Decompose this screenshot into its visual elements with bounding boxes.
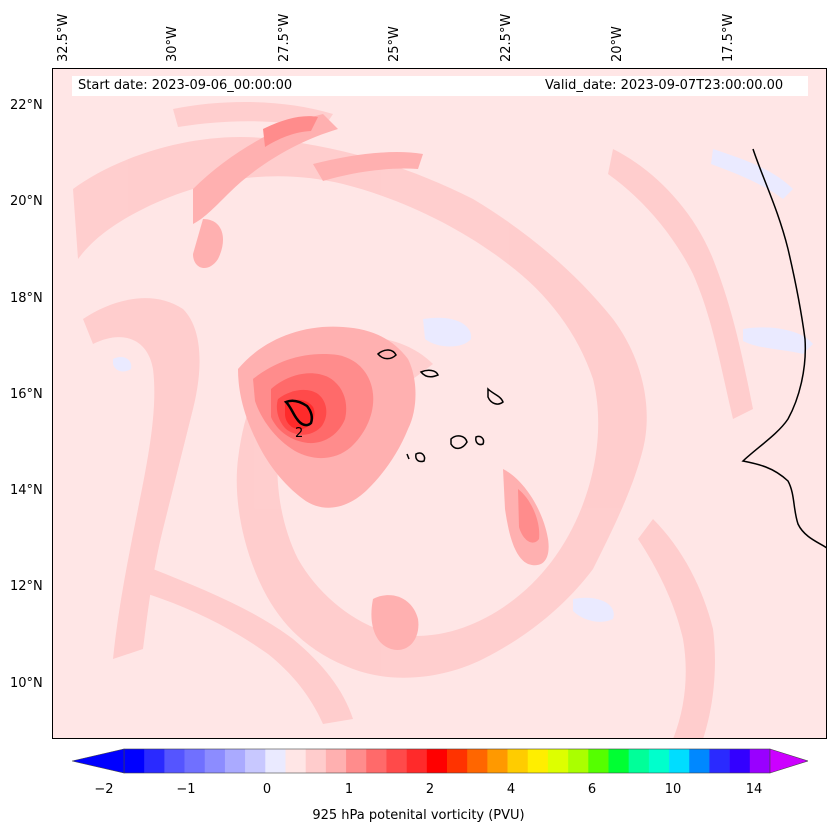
colorbar-max-arrow	[769, 748, 808, 774]
colorbar-cell	[608, 749, 629, 773]
lon-label-27-5w: 27.5°W	[277, 13, 292, 62]
colorbar-cell	[305, 749, 327, 773]
map-panel: 2	[52, 68, 827, 739]
colorbar-cell	[285, 749, 306, 773]
colorbar-cell	[588, 749, 609, 773]
colorbar-cell	[568, 749, 589, 773]
cb-tick: 4	[506, 782, 516, 797]
colorbar-cell	[447, 749, 468, 773]
cb-tick: 0	[262, 782, 272, 797]
lat-label-18n: 18°N	[10, 291, 43, 306]
lat-label-16n: 16°N	[10, 387, 43, 402]
valid-date: Valid_date: 2023-09-07T23:00:00.00	[545, 78, 784, 93]
lon-label-32-5w: 32.5°W	[56, 13, 71, 62]
pv-field	[53, 69, 826, 738]
colorbar-cell	[386, 749, 407, 773]
cb-tick: −1	[176, 782, 196, 797]
colorbar-cell	[346, 749, 367, 773]
lat-label-22n: 22°N	[10, 98, 43, 113]
colorbar-cell	[184, 749, 206, 773]
colorbar-cell	[487, 749, 508, 773]
lat-label-12n: 12°N	[10, 579, 43, 594]
colorbar-cell	[689, 749, 710, 773]
pv-contour-2	[283, 399, 314, 427]
contour-label: 2	[295, 426, 304, 441]
colorbar-cell	[729, 749, 751, 773]
colorbar-cell	[144, 749, 165, 773]
lon-label-25w: 25°W	[387, 26, 402, 62]
date-banner	[72, 76, 808, 96]
colorbar-cell	[366, 749, 387, 773]
cb-tick: 2	[425, 782, 435, 797]
colorbar-cell	[648, 749, 670, 773]
cb-tick: 6	[587, 782, 597, 797]
colorbar-min-arrow	[72, 748, 125, 774]
colorbar-cell	[124, 749, 145, 773]
lat-label-20n: 20°N	[10, 194, 43, 209]
lat-label-14n: 14°N	[10, 483, 43, 498]
start-date: Start date: 2023-09-06_00:00:00	[78, 78, 293, 93]
lon-label-17-5w: 17.5°W	[721, 13, 736, 62]
cb-tick: 10	[664, 782, 682, 797]
colorbar-cell	[406, 749, 428, 773]
colorbar-cell	[204, 749, 226, 773]
colorbar-cell	[245, 749, 266, 773]
lat-label-10n: 10°N	[10, 676, 43, 691]
cb-tick: 14	[745, 782, 763, 797]
colorbar-cell	[547, 749, 569, 773]
colorbar-cell	[749, 749, 771, 773]
colorbar-cell	[426, 749, 448, 773]
cape-verde-islands	[376, 349, 504, 463]
colorbar-cell	[507, 749, 529, 773]
colorbar-cell	[527, 749, 549, 773]
colorbar-cell	[628, 749, 650, 773]
colorbar-cell	[265, 749, 286, 773]
colorbar-cell	[164, 749, 185, 773]
lon-label-20w: 20°W	[610, 26, 625, 62]
lon-label-30w: 30°W	[165, 26, 180, 62]
colorbar-cell	[467, 749, 488, 773]
cb-tick: −2	[94, 782, 114, 797]
cb-tick: 1	[344, 782, 354, 797]
lon-label-22-5w: 22.5°W	[499, 13, 514, 62]
colorbar-label: 925 hPa potenital vorticity (PVU)	[312, 808, 525, 823]
colorbar	[72, 748, 808, 774]
colorbar-cell	[325, 749, 347, 773]
colorbar-cell	[224, 749, 246, 773]
coastline	[741, 148, 826, 549]
colorbar-cell	[709, 749, 730, 773]
colorbar-cell	[669, 749, 690, 773]
